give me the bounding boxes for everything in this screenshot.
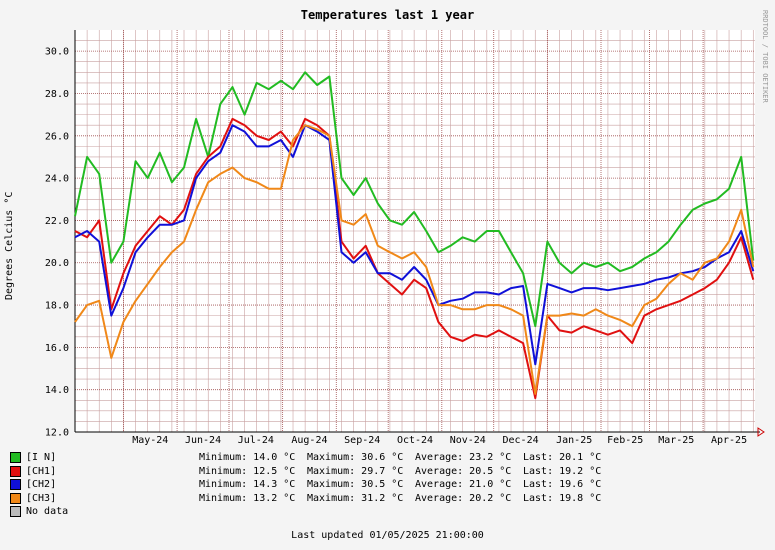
stat-min: Minimum: 14.3 °C (199, 479, 296, 490)
stat-last: Last: 19.2 °C (523, 465, 602, 477)
y-tick-label: 22.0 (45, 216, 69, 227)
x-tick-label: Jun-24 (185, 435, 221, 446)
y-tick-label: 30.0 (45, 47, 69, 58)
legend-item: [I N] (10, 451, 68, 465)
y-tick-label: 12.0 (45, 428, 69, 439)
chart-title: Temperatures last 1 year (300, 8, 475, 22)
stat-avg: Average: 23.2 °C (415, 452, 512, 463)
stat-last: Last: 19.8 °C (523, 492, 602, 504)
series-line-ch1 (74, 117, 755, 400)
legend: [I N] [CH1] [CH2] [CH3] No data (10, 451, 68, 519)
stat-max: Maximum: 30.5 °C (307, 479, 404, 490)
y-axis-label-box: Degrees Celcius °C (4, 192, 24, 300)
stats-row: Minimum: 13.2 °C Maximum: 31.2 °C Average:… (199, 492, 601, 506)
stats-row: Minimum: 12.5 °C Maximum: 29.7 °C Average:… (199, 465, 601, 479)
stat-max: Maximum: 29.7 °C (307, 465, 404, 477)
x-tick-label: Jan-25 (556, 435, 592, 446)
stat-min: Minimum: 13.2 °C (199, 492, 296, 504)
legend-swatch-ch1 (10, 465, 21, 477)
stats-table: Minimum: 14.0 °C Maximum: 30.6 °C Average:… (199, 451, 601, 505)
series-line-in (74, 71, 755, 328)
legend-swatch-ch3 (10, 492, 21, 504)
legend-label: [CH3] (26, 492, 57, 504)
series-line-ch2 (74, 124, 755, 366)
y-tick-label: 24.0 (45, 174, 69, 185)
x-tick-label: Apr-25 (711, 435, 747, 446)
stat-min: Minimum: 14.0 °C (199, 452, 296, 463)
stat-avg: Average: 21.0 °C (415, 479, 512, 490)
legend-swatch-in (10, 452, 21, 464)
legend-item: [CH2] (10, 478, 68, 492)
y-tick-label: 20.0 (45, 258, 69, 269)
x-tick-label: Dec-24 (502, 435, 538, 446)
x-tick-label: May-24 (132, 435, 168, 446)
series-lines (74, 71, 755, 400)
legend-item: [CH3] (10, 492, 68, 506)
y-tick-label: 18.0 (45, 301, 69, 312)
stat-avg: Average: 20.2 °C (415, 492, 512, 504)
legend-swatch-ch2 (10, 479, 21, 491)
legend-item: No data (10, 505, 68, 519)
legend-label: [CH1] (26, 465, 57, 477)
stats-row: Minimum: 14.3 °C Maximum: 30.5 °C Average:… (199, 478, 601, 492)
last-updated: Last updated 01/05/2025 21:00:00 (291, 530, 484, 541)
stat-max: Maximum: 31.2 °C (307, 492, 404, 504)
x-axis-arrow (757, 427, 765, 437)
x-tick-label: Feb-25 (607, 435, 643, 446)
legend-label: [I N] (26, 452, 57, 463)
legend-item: [CH1] (10, 465, 68, 479)
x-tick-label: Sep-24 (344, 435, 380, 446)
y-tick-label: 14.0 (45, 385, 69, 396)
y-tick-label: 26.0 (45, 131, 69, 142)
watermark: RRDTOOL / TOBI OETIKER (761, 10, 769, 103)
x-tick-label: Jul-24 (238, 435, 274, 446)
y-axis-label: Degrees Celcius °C (4, 191, 15, 300)
x-tick-label: Aug-24 (291, 435, 327, 446)
y-tick-label: 16.0 (45, 343, 69, 354)
x-tick-label: Nov-24 (450, 435, 486, 446)
legend-swatch-nodata (10, 506, 21, 518)
x-tick-label: Oct-24 (397, 435, 433, 446)
legend-label: No data (26, 506, 69, 517)
series-line-ch3 (74, 124, 755, 395)
x-tick-label: Mar-25 (658, 435, 694, 446)
stat-max: Maximum: 30.6 °C (307, 452, 404, 463)
stat-min: Minimum: 12.5 °C (199, 465, 296, 477)
y-tick-label: 28.0 (45, 89, 69, 100)
stats-row: Minimum: 14.0 °C Maximum: 30.6 °C Average:… (199, 451, 601, 465)
tick-labels: 12.0 14.0 16.0 18.0 20.0 22.0 24.0 26.0 28.0 30.0… (45, 47, 747, 446)
legend-label: [CH2] (26, 479, 57, 490)
stat-avg: Average: 20.5 °C (415, 465, 512, 477)
stat-last: Last: 20.1 °C (523, 452, 602, 463)
stat-last: Last: 19.6 °C (523, 479, 602, 490)
